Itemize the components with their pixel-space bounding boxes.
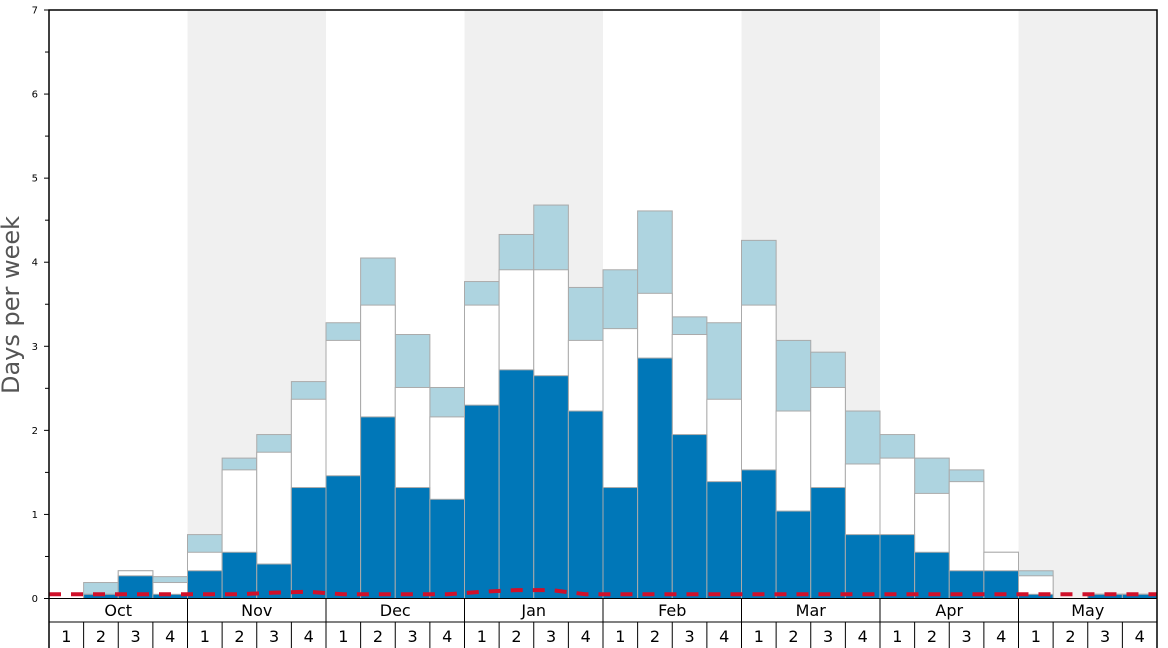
week-label: 3 xyxy=(961,627,971,646)
bar-bottom-6 xyxy=(221,551,258,600)
bar-bottom-21 xyxy=(741,469,777,600)
month-label-nov: Nov xyxy=(241,601,272,620)
bar-bottom-9 xyxy=(325,475,362,599)
week-label: 3 xyxy=(546,627,556,646)
bar-bottom-13 xyxy=(464,404,500,599)
week-label: 2 xyxy=(96,627,106,646)
week-label: 1 xyxy=(477,627,487,646)
week-label: 2 xyxy=(373,627,383,646)
week-label: 3 xyxy=(269,627,279,646)
bar-bottom-23 xyxy=(810,487,846,600)
week-label: 4 xyxy=(304,627,314,646)
week-label: 3 xyxy=(130,627,140,646)
week-label: 1 xyxy=(892,627,902,646)
week-label: 1 xyxy=(61,627,71,646)
week-label: 1 xyxy=(200,627,210,646)
y-tick-label: 6 xyxy=(32,90,38,101)
week-label: 4 xyxy=(996,627,1006,646)
bar-bottom-25 xyxy=(879,534,916,599)
bar-bottom-14 xyxy=(498,369,535,599)
bar-bottom-16 xyxy=(567,410,604,599)
week-label: 1 xyxy=(615,627,625,646)
week-label: 4 xyxy=(858,627,868,646)
week-label: 3 xyxy=(1100,627,1110,646)
dashed-line xyxy=(49,588,1157,597)
plot-frame xyxy=(48,9,1158,648)
x-axis: Oct Nov Dec Jan Feb Mar Apr May 1 2 3 4 1 2 3 4 1 2 3 4 1 2 3 4… xyxy=(49,598,1157,648)
bar-bottom-10 xyxy=(360,416,396,599)
bars xyxy=(83,204,1158,600)
month-label-apr: Apr xyxy=(935,601,963,620)
y-tick-label: 4 xyxy=(32,258,38,269)
y-tick-label: 7 xyxy=(32,6,38,17)
week-label: 4 xyxy=(581,627,591,646)
bar-bottom-19 xyxy=(671,434,708,599)
week-label: 3 xyxy=(407,627,417,646)
bar-bottom-11 xyxy=(394,487,431,600)
bar-bottom-22 xyxy=(775,510,812,599)
week-label: 2 xyxy=(650,627,660,646)
month-label-oct: Oct xyxy=(104,601,132,620)
month-label-dec: Dec xyxy=(380,601,411,620)
week-label: 2 xyxy=(511,627,521,646)
bar-bottom-18 xyxy=(637,357,673,600)
month-label-may: May xyxy=(1071,601,1104,620)
bar-bottom-15 xyxy=(533,375,569,600)
week-label: 3 xyxy=(823,627,833,646)
month-label-mar: Mar xyxy=(796,601,827,620)
bar-bottom-24 xyxy=(844,534,881,599)
y-tick-label: 1 xyxy=(32,510,38,521)
week-label: 4 xyxy=(1135,627,1145,646)
bar-bottom-20 xyxy=(706,481,742,599)
week-label: 1 xyxy=(338,627,348,646)
week-label: 2 xyxy=(927,627,937,646)
week-label: 2 xyxy=(1065,627,1075,646)
month-label-jan: Jan xyxy=(520,601,546,620)
bar-bottom-12 xyxy=(429,498,465,599)
y-axis-label: Days per week xyxy=(0,216,25,394)
week-label: 2 xyxy=(788,627,798,646)
y-tick-label: 3 xyxy=(32,342,38,353)
week-label: 3 xyxy=(684,627,694,646)
bar-bottom-26 xyxy=(914,551,950,600)
shade-may xyxy=(1018,10,1157,599)
week-label: 4 xyxy=(165,627,175,646)
month-label-feb: Feb xyxy=(658,601,686,620)
y-tick-label: 2 xyxy=(32,426,38,437)
bar-bottom-17 xyxy=(602,487,639,600)
y-tick-label: 0 xyxy=(32,594,38,605)
week-label: 1 xyxy=(754,627,764,646)
y-tick-label: 5 xyxy=(32,174,38,185)
week-label: 4 xyxy=(719,627,729,646)
week-label: 1 xyxy=(1031,627,1041,646)
week-label: 4 xyxy=(442,627,452,646)
y-axis: 0 1 2 3 4 5 6 7 xyxy=(32,6,49,605)
bar-bottom-8 xyxy=(290,487,327,600)
week-label: 2 xyxy=(234,627,244,646)
series-line xyxy=(49,588,1157,597)
